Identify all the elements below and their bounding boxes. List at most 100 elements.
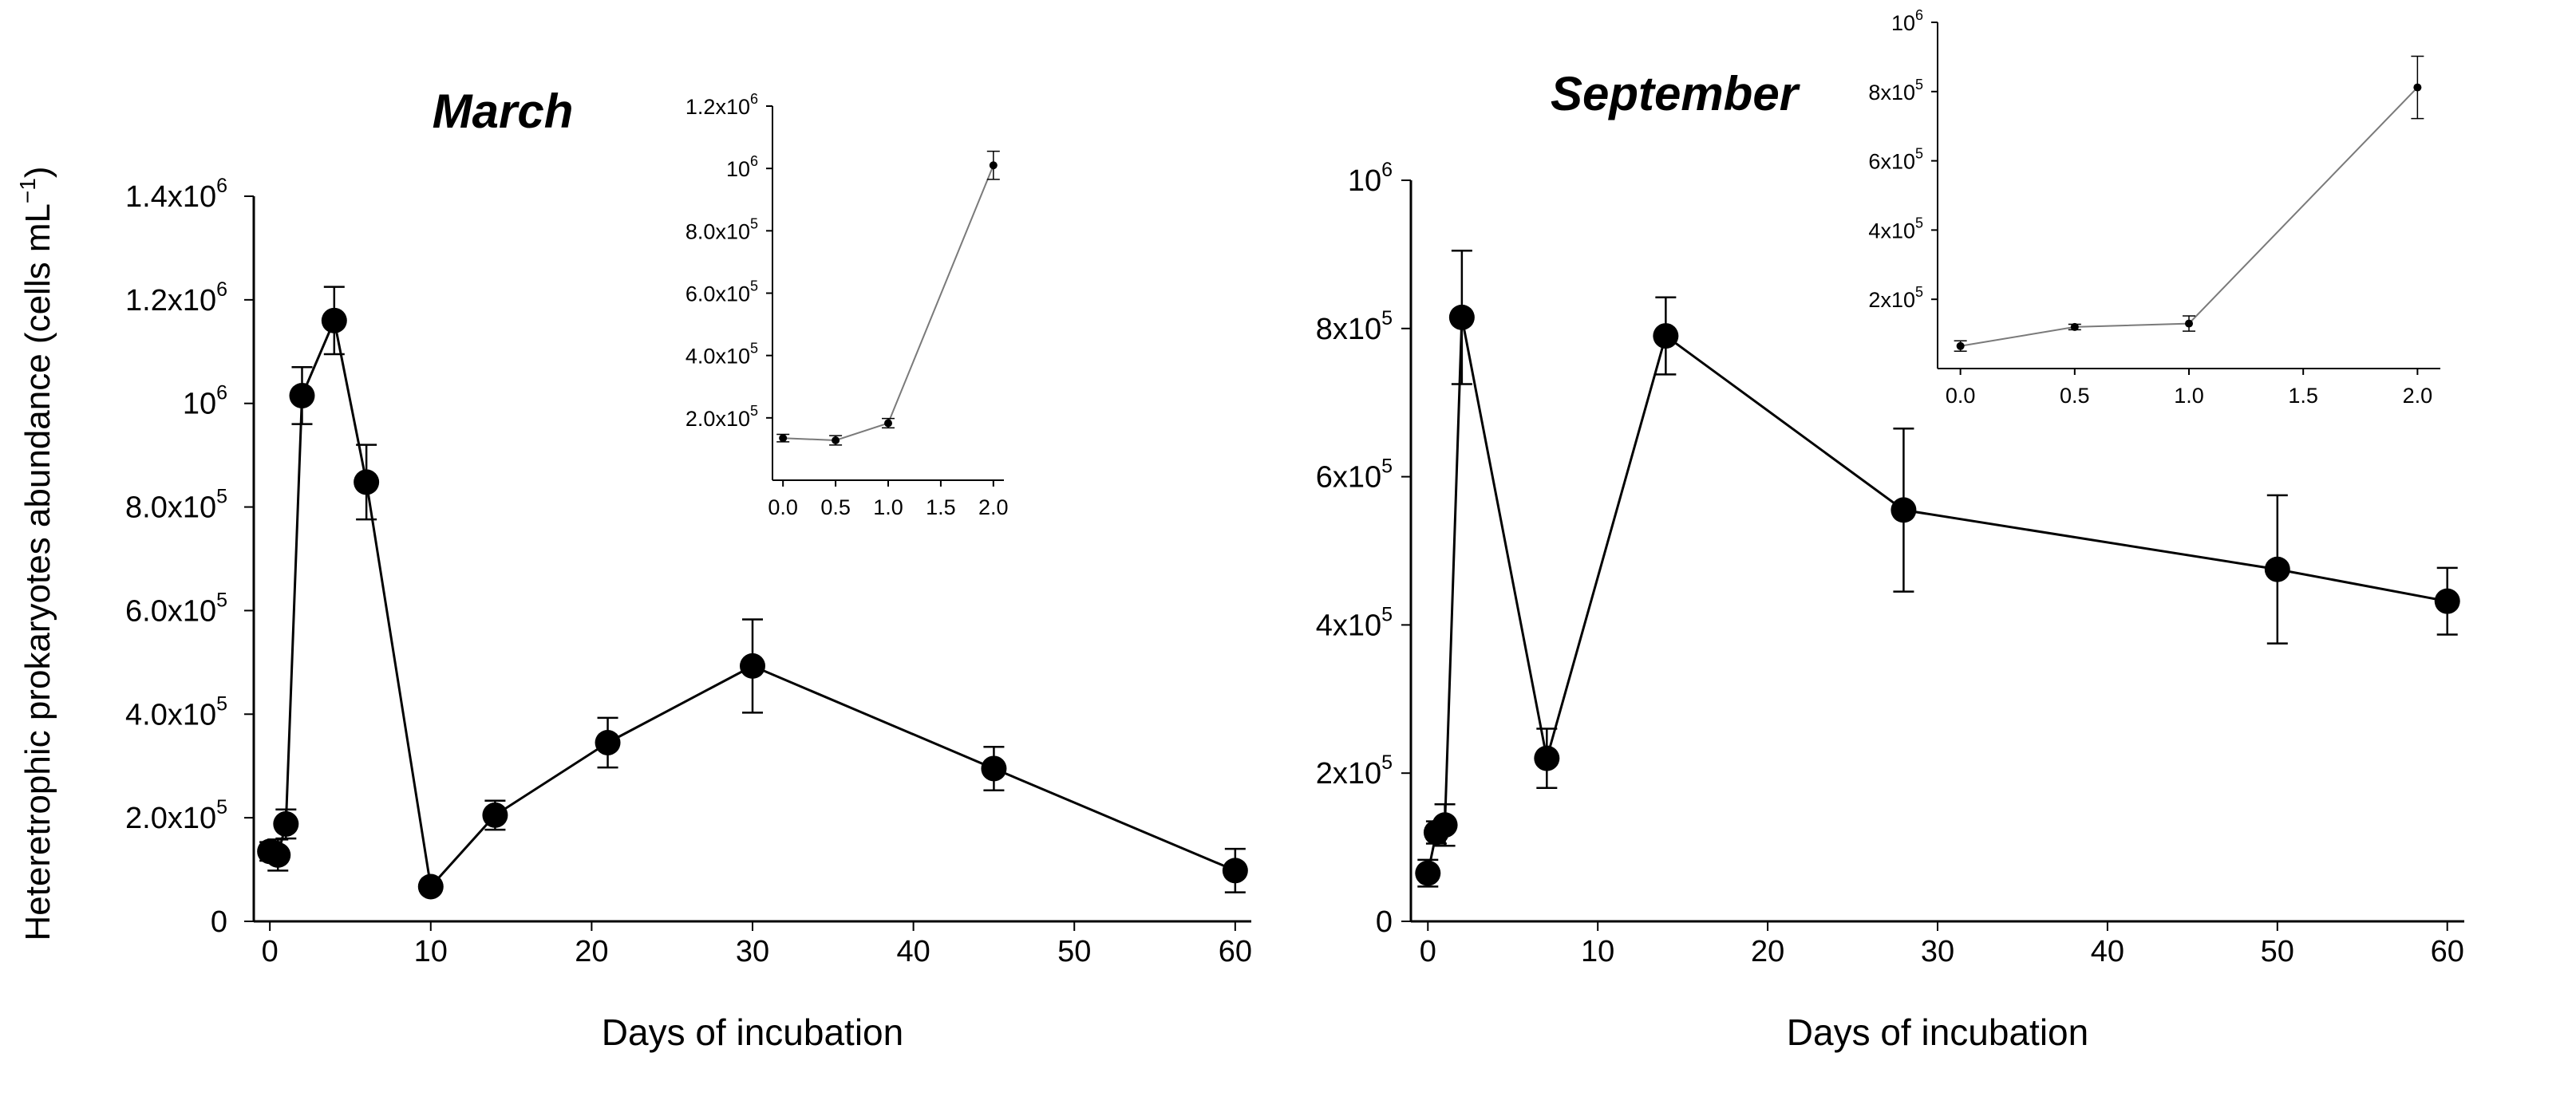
march-main-y-tick-label-base: 6.0x10 [125, 594, 216, 628]
march-inset-y-tick-label-exponent: 6 [750, 153, 758, 169]
march-main-data-point [321, 307, 347, 333]
march-inset-y-tick-label: 4.0x105 [685, 341, 758, 369]
september-inset-y-tick-label-base: 2x10 [1868, 288, 1915, 312]
september-inset-x-tick-label: 0.5 [2060, 384, 2090, 408]
march-main-y-tick-label-exponent: 6 [216, 175, 227, 197]
march-inset-y-tick-label-exponent: 5 [750, 278, 758, 294]
september-inset-y-tick-label-exponent: 5 [1915, 215, 1923, 231]
march-main-data-point [273, 810, 299, 837]
september-main-y-tick-label: 106 [1348, 159, 1393, 198]
september-main-y-tick-label: 2x105 [1316, 751, 1393, 791]
september-main-y-tick-label-base: 2x10 [1316, 757, 1381, 791]
september-main-x-tick-label: 60 [2431, 935, 2464, 968]
september-main-data-point [1448, 304, 1475, 330]
march-main-y-tick-label: 0 [211, 905, 227, 939]
september-main-y-tick-label-exponent: 6 [1381, 159, 1393, 181]
march-main-data-point [289, 382, 315, 408]
september-inset-y-tick-label-base: 4x10 [1868, 219, 1915, 243]
march-main-data-point [265, 842, 291, 868]
march-inset-y-tick-label-base: 10 [726, 157, 750, 181]
march-main-title: March [433, 85, 574, 138]
september-inset-x-tick-label: 0.0 [1946, 384, 1976, 408]
march-inset-y-tick-label: 1.2x106 [685, 91, 758, 119]
september-main-x-tick-label: 10 [1581, 935, 1614, 968]
march-inset-x-tick-label: 1.0 [873, 495, 903, 519]
march-inset-data-point [779, 434, 788, 443]
march-main-y-tick-label-exponent: 5 [216, 692, 227, 715]
september-main-x-axis-label: Days of incubation [1787, 1011, 2088, 1053]
march-inset-y-tick-label-base: 1.2x10 [685, 95, 750, 119]
march-inset-data-point [884, 419, 892, 428]
march-main-data-point [1222, 858, 1248, 884]
september-main-title: September [1551, 67, 1801, 120]
march-main-x-tick-label: 50 [1057, 935, 1091, 968]
september-main-y-tick-label: 0 [1376, 905, 1393, 939]
september-inset-data-point [2413, 83, 2422, 92]
september-inset-data-point [1956, 341, 1965, 350]
march-inset-chart: 2.0x1054.0x1056.0x1058.0x1051061.2x1060.… [685, 91, 1009, 519]
march-main-x-tick-label: 0 [262, 935, 279, 968]
march-main-y-tick-label-base: 2.0x10 [125, 802, 216, 835]
march-inset-y-tick-label-exponent: 5 [750, 341, 758, 357]
march-main-x-tick-label: 20 [575, 935, 608, 968]
march-inset-x-tick-label: 2.0 [978, 495, 1009, 519]
march-main-y-tick-label: 8.0x105 [125, 486, 227, 525]
september-main-y-tick-label-base: 10 [1348, 164, 1381, 198]
september-inset-x-tick-label: 1.0 [2174, 384, 2204, 408]
september-main-x-tick-label: 40 [2091, 935, 2124, 968]
september-main-x-tick-label: 50 [2261, 935, 2294, 968]
march-inset-data-point [989, 161, 998, 170]
march-main-y-tick-label-base: 8.0x10 [125, 491, 216, 525]
march-inset-x-tick-label: 1.5 [926, 495, 956, 519]
september-main-y-tick-label-exponent: 5 [1381, 751, 1393, 774]
march-main-data-point [595, 729, 621, 755]
march-main-y-tick-label-exponent: 6 [216, 382, 227, 404]
march-main-data-point [740, 653, 765, 679]
september-main-y-tick-label-exponent: 5 [1381, 455, 1393, 478]
march-main-data-point [981, 755, 1007, 782]
september-inset-y-tick-label: 4x105 [1868, 215, 1923, 243]
march-main-y-tick-label: 2.0x105 [125, 796, 227, 835]
september-main-y-tick-label: 6x105 [1316, 455, 1393, 495]
september-main-y-tick-label-base: 0 [1376, 905, 1393, 939]
september-inset-y-tick-label-exponent: 5 [1915, 77, 1923, 93]
march-main-y-tick-label-exponent: 5 [216, 796, 227, 818]
september-inset-x-tick-label: 2.0 [2403, 384, 2433, 408]
march-inset-y-tick-label: 106 [726, 153, 758, 181]
march-main-data-point [354, 469, 380, 495]
september-inset-y-tick-label: 106 [1891, 7, 1923, 35]
march-main-y-tick-label-exponent: 6 [216, 278, 227, 301]
march-main-chart: 02.0x1054.0x1056.0x1058.0x1051061.2x1061… [125, 85, 1252, 1053]
september-main-data-point [1534, 745, 1560, 771]
march-inset-y-tick-label: 8.0x105 [685, 215, 758, 243]
march-main-y-tick-label-base: 1.2x10 [125, 284, 216, 317]
march-main-x-tick-label: 40 [896, 935, 930, 968]
september-main-data-point [1891, 497, 1917, 523]
september-main-y-tick-label: 4x105 [1316, 603, 1393, 642]
shared-y-axis-label-superscript: −1 [15, 178, 40, 203]
september-inset-y-tick-label: 6x105 [1868, 146, 1923, 174]
march-main-y-tick-label: 106 [183, 382, 227, 421]
september-main-data-point [1432, 812, 1458, 838]
march-main-y-tick-label-base: 10 [183, 388, 216, 421]
march-inset-y-tick-label-base: 4.0x10 [685, 345, 750, 369]
september-main-y-tick-label-exponent: 5 [1381, 307, 1393, 329]
september-main-x-tick-label: 30 [1921, 935, 1954, 968]
march-main-data-point [417, 873, 444, 900]
march-main-y-tick-label-base: 4.0x10 [125, 698, 216, 731]
september-main-data-point [1415, 860, 1441, 886]
september-main-data-point [2264, 556, 2290, 582]
march-main-y-tick-label-exponent: 5 [216, 486, 227, 508]
march-main-x-tick-label: 30 [736, 935, 769, 968]
september-main-data-point [2434, 588, 2460, 614]
september-main-x-tick-label: 0 [1420, 935, 1436, 968]
september-main-y-tick-label-base: 8x10 [1316, 313, 1381, 346]
march-inset-y-tick-label-base: 6.0x10 [685, 282, 750, 306]
shared-y-axis-label-close: ) [18, 166, 57, 178]
march-main-y-tick-label: 1.2x106 [125, 278, 227, 317]
september-inset-data-point [2185, 319, 2193, 328]
september-main-x-tick-label: 20 [1751, 935, 1784, 968]
